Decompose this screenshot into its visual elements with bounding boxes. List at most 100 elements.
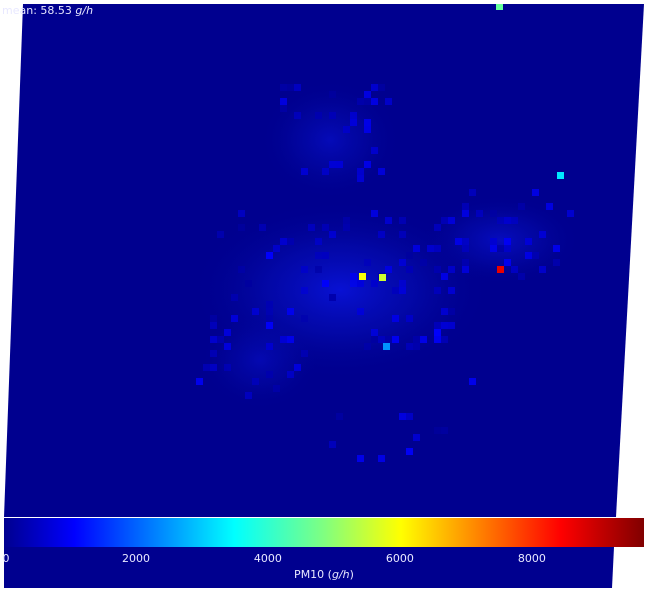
grid-cell xyxy=(336,161,343,168)
grid-cell xyxy=(336,413,343,420)
grid-cell xyxy=(357,455,364,462)
grid-cell xyxy=(518,203,525,210)
grid-cell xyxy=(196,378,203,385)
colorbar xyxy=(4,518,644,547)
grid-cell xyxy=(273,385,280,392)
grid-cell xyxy=(413,336,420,343)
grid-cell xyxy=(497,245,504,252)
grid-cell xyxy=(406,448,413,455)
grid-cell xyxy=(322,168,329,175)
grid-cell xyxy=(329,294,336,301)
hotspot-cells xyxy=(359,4,564,350)
grid-cell xyxy=(364,126,371,133)
grid-cell xyxy=(448,308,455,315)
grid-cell xyxy=(301,287,308,294)
grid-cell xyxy=(238,266,245,273)
grid-cell xyxy=(357,98,364,105)
grid-cell xyxy=(364,91,371,98)
grid-cell xyxy=(434,322,441,329)
grid-cell xyxy=(350,112,357,119)
grid-cell xyxy=(210,336,217,343)
grid-cell xyxy=(518,273,525,280)
grid-cell xyxy=(371,336,378,343)
grid-cell xyxy=(343,126,350,133)
grid-cell xyxy=(392,315,399,322)
east-area-glow xyxy=(420,195,580,285)
grid-cell xyxy=(287,308,294,315)
grid-cell xyxy=(462,245,469,252)
grid-cell xyxy=(322,224,329,231)
grid-cell xyxy=(406,252,413,259)
hotspot-cyan-2 xyxy=(383,343,390,350)
grid-cell xyxy=(385,98,392,105)
grid-cell xyxy=(301,168,308,175)
grid-cell xyxy=(455,238,462,245)
grid-cell xyxy=(427,245,434,252)
grid-cell xyxy=(490,245,497,252)
grid-cell xyxy=(364,259,371,266)
grid-cell xyxy=(462,238,469,245)
grid-cell xyxy=(350,273,357,280)
grid-cell xyxy=(364,161,371,168)
south-area-glow xyxy=(200,310,320,410)
colorbar-tick-label: 6000 xyxy=(385,552,414,565)
grid-cell xyxy=(406,266,413,273)
grid-cell xyxy=(252,308,259,315)
grid-cell xyxy=(413,343,420,350)
grid-cell xyxy=(504,259,511,266)
grid-cell xyxy=(217,231,224,238)
grid-cell xyxy=(203,364,210,371)
grid-cell xyxy=(399,280,406,287)
grid-cell xyxy=(224,343,231,350)
grid-cell xyxy=(567,210,574,217)
grid-cell xyxy=(210,350,217,357)
grid-cell xyxy=(385,336,392,343)
grid-cell xyxy=(469,378,476,385)
grid-cell xyxy=(539,266,546,273)
grid-cell xyxy=(378,455,385,462)
grid-cell xyxy=(371,210,378,217)
grid-cell xyxy=(357,308,364,315)
grid-cell xyxy=(490,238,497,245)
grid-cell xyxy=(231,315,238,322)
grid-cell xyxy=(434,266,441,273)
grid-cell xyxy=(511,266,518,273)
grid-cell xyxy=(371,84,378,91)
grid-cell xyxy=(210,315,217,322)
grid-cell xyxy=(357,280,364,287)
grid-cell xyxy=(441,322,448,329)
grid-cell xyxy=(259,224,266,231)
grid-cell xyxy=(273,245,280,252)
grid-cell xyxy=(525,252,532,259)
grid-cell xyxy=(357,168,364,175)
grid-cell xyxy=(210,322,217,329)
grid-cell xyxy=(378,84,385,91)
grid-cell xyxy=(364,98,371,105)
emission-field xyxy=(190,4,580,462)
grid-cell xyxy=(287,371,294,378)
hotspot-red xyxy=(497,266,504,273)
grid-cell xyxy=(224,364,231,371)
grid-cell xyxy=(280,84,287,91)
grid-cell xyxy=(399,231,406,238)
grid-cell xyxy=(532,252,539,259)
grid-cell xyxy=(406,315,413,322)
grid-cell xyxy=(406,343,413,350)
hotspot-yellow-2 xyxy=(379,274,386,281)
grid-cell xyxy=(238,210,245,217)
grid-cell xyxy=(322,280,329,287)
grid-cell xyxy=(399,217,406,224)
grid-cell xyxy=(420,336,427,343)
grid-cell xyxy=(322,252,329,259)
grid-cell xyxy=(532,189,539,196)
grid-cell xyxy=(266,315,273,322)
grid-cell xyxy=(301,315,308,322)
grid-cell xyxy=(385,266,392,273)
grid-cell xyxy=(525,238,532,245)
grid-cell xyxy=(392,336,399,343)
grid-cell xyxy=(546,203,553,210)
grid-cell xyxy=(504,245,511,252)
grid-cell xyxy=(308,224,315,231)
